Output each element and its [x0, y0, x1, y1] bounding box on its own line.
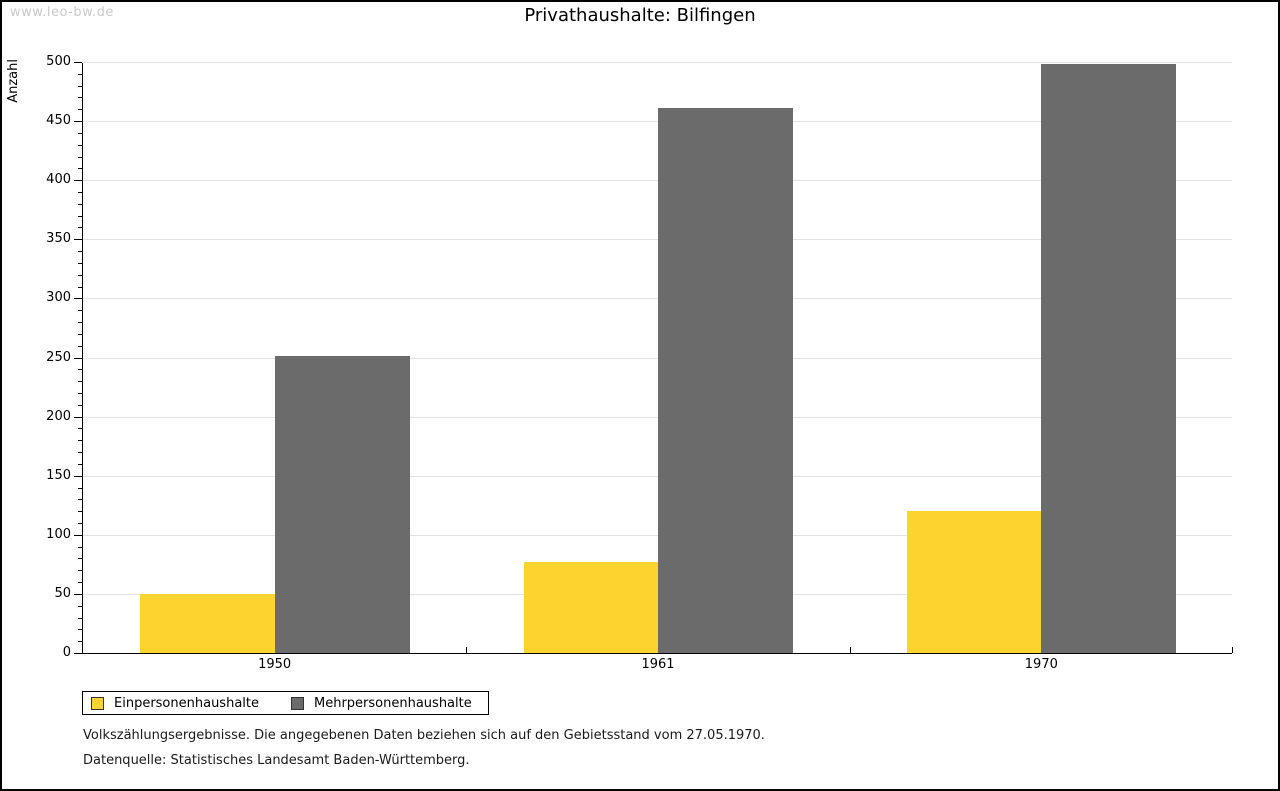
chart-title: Privathaushalte: Bilfingen	[524, 5, 756, 26]
x-boundary-tick-2	[850, 647, 851, 653]
bar-mehrpersonenhaushalte-1970	[1041, 64, 1176, 653]
y-major-tick-500	[74, 62, 82, 63]
gridline-250	[83, 357, 1232, 359]
y-major-tick-150	[74, 475, 82, 477]
gridline-450	[83, 121, 1232, 123]
bar-mehrpersonenhaushalte-1950	[275, 356, 410, 653]
y-tick-label-150: 150	[46, 467, 71, 483]
y-minor-tick-240	[78, 369, 82, 371]
y-minor-tick-290	[78, 310, 82, 312]
y-minor-tick-470	[78, 97, 82, 99]
y-minor-tick-140	[78, 487, 82, 489]
y-tick-label-500: 500	[46, 54, 71, 69]
y-minor-tick-180	[78, 440, 82, 442]
y-minor-tick-390	[78, 192, 82, 194]
y-minor-tick-440	[78, 132, 82, 134]
gridline-150	[83, 475, 1232, 477]
bar-einpersonenhaushalte-1950	[140, 594, 275, 653]
y-minor-tick-330	[78, 262, 82, 264]
plot-area: 0 50 100 150 200 250 300 350 400 450 500 1950 1961 19…	[46, 55, 1233, 672]
y-major-tick-200	[74, 416, 82, 418]
y-minor-tick-420	[78, 156, 82, 158]
y-minor-tick-310	[78, 286, 82, 288]
y-major-tick-250	[74, 357, 82, 359]
y-minor-tick-270	[78, 333, 82, 335]
watermark: www.leo-bw.de	[10, 5, 114, 20]
y-minor-tick-130	[78, 499, 82, 501]
y-tick-label-350: 350	[46, 231, 71, 247]
y-tick-label-250: 250	[46, 349, 71, 365]
y-minor-tick-460	[78, 109, 82, 111]
y-minor-tick-380	[78, 203, 82, 205]
y-minor-tick-210	[78, 404, 82, 406]
legend-label-mehrpersonenhaushalte: Mehrpersonenhaushalte	[314, 695, 472, 711]
y-minor-tick-90	[78, 546, 82, 548]
y-minor-tick-340	[78, 251, 82, 253]
y-minor-tick-230	[78, 381, 82, 383]
footnote-line2: Datenquelle: Statistisches Landesamt Bad…	[83, 753, 470, 768]
y-minor-tick-360	[78, 227, 82, 229]
legend-swatch-einpersonenhaushalte	[91, 696, 104, 710]
y-minor-tick-80	[78, 558, 82, 560]
y-minor-tick-110	[78, 522, 82, 524]
legend-swatch-mehrpersonenhaushalte	[291, 696, 304, 710]
y-minor-tick-410	[78, 168, 82, 170]
gridline-100	[83, 534, 1232, 536]
y-minor-tick-10	[78, 641, 82, 643]
y-tick-label-400: 400	[46, 172, 71, 188]
y-minor-tick-480	[78, 85, 82, 87]
y-minor-tick-60	[78, 582, 82, 584]
y-minor-tick-490	[78, 73, 82, 75]
y-minor-tick-260	[78, 345, 82, 347]
y-major-tick-100	[74, 534, 82, 536]
footnote-line1: Volkszählungsergebnisse. Die angegebenen…	[83, 728, 765, 743]
gridline-200	[83, 416, 1232, 418]
y-tick-label-50: 50	[54, 585, 71, 601]
y-axis-label: Anzahl	[6, 59, 21, 103]
y-major-tick-50	[74, 593, 82, 595]
y-major-tick-0	[74, 653, 82, 654]
y-major-tick-350	[74, 239, 82, 241]
gridline-400	[83, 180, 1232, 182]
y-minor-tick-160	[78, 463, 82, 465]
bar-einpersonenhaushalte-1970	[907, 511, 1042, 653]
y-tick-label-100: 100	[46, 526, 71, 542]
y-minor-tick-170	[78, 452, 82, 454]
y-minor-tick-30	[78, 617, 82, 619]
gridline-500	[83, 62, 1232, 63]
bar-einpersonenhaushalte-1961	[524, 562, 659, 653]
legend-item-einpersonenhaushalte: Einpersonenhaushalte	[91, 696, 259, 711]
gridline-350	[83, 239, 1232, 241]
x-tick-label-1970: 1970	[1024, 657, 1058, 672]
y-minor-tick-320	[78, 274, 82, 276]
x-boundary-tick-1	[466, 647, 467, 653]
y-major-tick-450	[74, 121, 82, 123]
y-minor-tick-120	[78, 511, 82, 513]
y-minor-tick-190	[78, 428, 82, 430]
bar-mehrpersonenhaushalte-1961	[658, 108, 793, 653]
y-minor-tick-220	[78, 392, 82, 394]
y-minor-tick-280	[78, 322, 82, 324]
y-tick-label-450: 450	[46, 113, 71, 129]
y-tick-label-200: 200	[46, 408, 71, 424]
x-boundary-tick-3	[1232, 647, 1233, 653]
gridline-300	[83, 298, 1232, 300]
y-minor-tick-40	[78, 605, 82, 607]
legend-label-einpersonenhaushalte: Einpersonenhaushalte	[114, 695, 259, 711]
y-minor-tick-430	[78, 144, 82, 146]
legend-item-mehrpersonenhaushalte: Mehrpersonenhaushalte	[291, 696, 472, 711]
legend: Einpersonenhaushalte Mehrpersonenhaushal…	[82, 691, 489, 715]
x-tick-label-1961: 1961	[641, 657, 675, 672]
x-tick-label-1950: 1950	[258, 657, 292, 672]
y-minor-tick-370	[78, 215, 82, 217]
y-tick-label-300: 300	[46, 290, 71, 306]
y-minor-tick-70	[78, 570, 82, 572]
y-tick-label-0: 0	[62, 645, 71, 660]
y-major-tick-300	[74, 298, 82, 300]
y-major-tick-400	[74, 180, 82, 182]
y-minor-tick-20	[78, 629, 82, 631]
